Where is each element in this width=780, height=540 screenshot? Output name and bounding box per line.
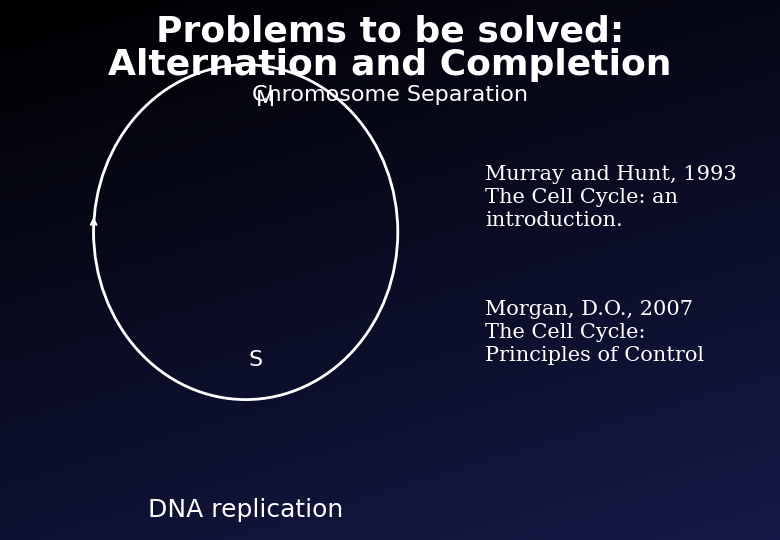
Text: The Cell Cycle: an: The Cell Cycle: an <box>485 188 678 207</box>
Text: M: M <box>256 90 275 110</box>
Text: Alternation and Completion: Alternation and Completion <box>108 48 672 82</box>
Text: Problems to be solved:: Problems to be solved: <box>156 15 624 49</box>
Text: S: S <box>249 349 263 369</box>
Text: Chromosome Separation: Chromosome Separation <box>252 85 528 105</box>
Text: DNA replication: DNA replication <box>148 498 343 522</box>
Text: Principles of Control: Principles of Control <box>485 346 704 365</box>
Text: introduction.: introduction. <box>485 211 622 230</box>
Text: Murray and Hunt, 1993: Murray and Hunt, 1993 <box>485 165 737 184</box>
Text: The Cell Cycle:: The Cell Cycle: <box>485 323 646 342</box>
Text: Morgan, D.O., 2007: Morgan, D.O., 2007 <box>485 300 693 319</box>
